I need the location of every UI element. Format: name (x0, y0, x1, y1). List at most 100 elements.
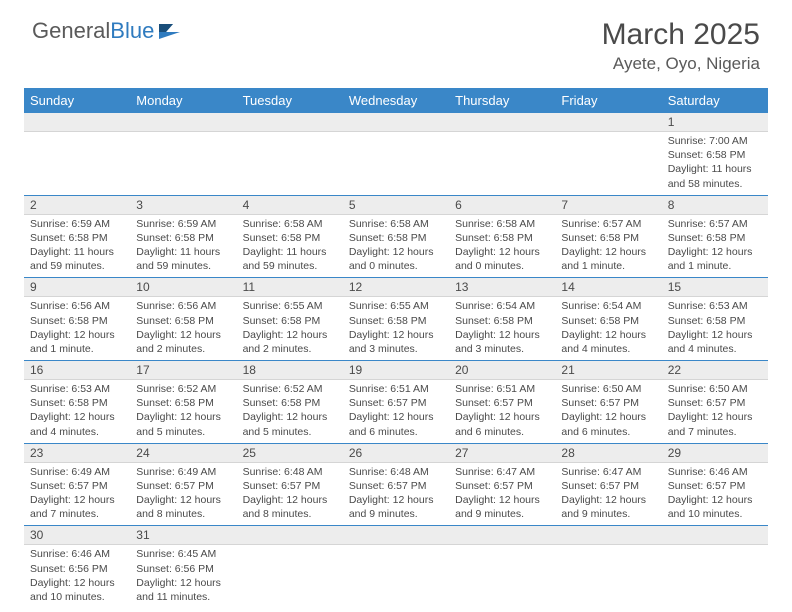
calendar-day-cell: 27Sunrise: 6:47 AMSunset: 6:57 PMDayligh… (449, 443, 555, 526)
day-number: 21 (555, 361, 661, 380)
sunset-text: Sunset: 6:57 PM (349, 396, 443, 410)
calendar-day-cell: 18Sunrise: 6:52 AMSunset: 6:58 PMDayligh… (237, 361, 343, 444)
month-title: March 2025 (602, 18, 760, 52)
sunrise-text: Sunrise: 7:00 AM (668, 134, 762, 148)
day-number: 16 (24, 361, 130, 380)
sunrise-text: Sunrise: 6:50 AM (561, 382, 655, 396)
day-number: 6 (449, 196, 555, 215)
day-details: Sunrise: 6:46 AMSunset: 6:56 PMDaylight:… (24, 545, 130, 608)
calendar-body: 1Sunrise: 7:00 AMSunset: 6:58 PMDaylight… (24, 113, 768, 608)
daylight-text: Daylight: 12 hours and 7 minutes. (668, 410, 762, 438)
calendar-day-cell: 4Sunrise: 6:58 AMSunset: 6:58 PMDaylight… (237, 195, 343, 278)
sunset-text: Sunset: 6:58 PM (561, 231, 655, 245)
sunset-text: Sunset: 6:57 PM (30, 479, 124, 493)
sunrise-text: Sunrise: 6:50 AM (668, 382, 762, 396)
calendar-day-cell: 7Sunrise: 6:57 AMSunset: 6:58 PMDaylight… (555, 195, 661, 278)
sunrise-text: Sunrise: 6:53 AM (668, 299, 762, 313)
calendar-day-cell: 14 Sunrise: 6:54 AMSunset: 6:58 PMDayligh… (555, 278, 661, 361)
sunrise-text: Sunrise: 6:57 AM (668, 217, 762, 231)
sunset-text: Sunset: 6:58 PM (668, 314, 762, 328)
calendar-day-cell: 19Sunrise: 6:51 AMSunset: 6:57 PMDayligh… (343, 361, 449, 444)
sunset-text: Sunset: 6:57 PM (349, 479, 443, 493)
daylight-text: Daylight: 11 hours and 58 minutes. (668, 162, 762, 190)
sunset-text: Sunset: 6:58 PM (455, 314, 549, 328)
daylight-text: Daylight: 12 hours and 4 minutes. (30, 410, 124, 438)
sunset-text: Sunset: 6:57 PM (561, 396, 655, 410)
sunrise-text: Sunrise: 6:55 AM (349, 299, 443, 313)
calendar-week-row: 9Sunrise: 6:56 AMSunset: 6:58 PMDaylight… (24, 278, 768, 361)
calendar-day-cell: 30Sunrise: 6:46 AMSunset: 6:56 PMDayligh… (24, 526, 130, 608)
sunrise-text: Sunrise: 6:46 AM (30, 547, 124, 561)
day-details: Sunrise: 6:48 AMSunset: 6:57 PMDaylight:… (237, 463, 343, 526)
sunset-text: Sunset: 6:57 PM (668, 479, 762, 493)
sunrise-text: Sunrise: 6:54 AM (561, 299, 655, 313)
calendar-day-cell: 21Sunrise: 6:50 AMSunset: 6:57 PMDayligh… (555, 361, 661, 444)
daylight-text: Daylight: 12 hours and 6 minutes. (561, 410, 655, 438)
empty-daynum (24, 113, 130, 132)
logo-text-2: Blue (110, 18, 154, 44)
logo: GeneralBlue (32, 18, 184, 44)
daylight-text: Daylight: 11 hours and 59 minutes. (30, 245, 124, 273)
calendar-day-cell: 11Sunrise: 6:55 AMSunset: 6:58 PMDayligh… (237, 278, 343, 361)
daylight-text: Daylight: 12 hours and 1 minute. (668, 245, 762, 273)
calendar-day-cell: 17Sunrise: 6:52 AMSunset: 6:58 PMDayligh… (130, 361, 236, 444)
day-number: 3 (130, 196, 236, 215)
title-block: March 2025 Ayete, Oyo, Nigeria (602, 18, 760, 74)
sunset-text: Sunset: 6:57 PM (668, 396, 762, 410)
day-number: 8 (662, 196, 768, 215)
day-details: Sunrise: 6:56 AMSunset: 6:58 PMDaylight:… (130, 297, 236, 360)
calendar-empty-cell (24, 113, 130, 195)
sunrise-text: Sunrise: 6:56 AM (30, 299, 124, 313)
day-number: 17 (130, 361, 236, 380)
sunset-text: Sunset: 6:58 PM (136, 314, 230, 328)
calendar-empty-cell (343, 526, 449, 608)
sunset-text: Sunset: 6:58 PM (561, 314, 655, 328)
day-details: Sunrise: 6:53 AMSunset: 6:58 PMDaylight:… (662, 297, 768, 360)
day-number: 22 (662, 361, 768, 380)
day-number: 10 (130, 278, 236, 297)
sunset-text: Sunset: 6:58 PM (668, 231, 762, 245)
calendar-week-row: 23Sunrise: 6:49 AMSunset: 6:57 PMDayligh… (24, 443, 768, 526)
day-number: 20 (449, 361, 555, 380)
weekday-header: Wednesday (343, 88, 449, 113)
empty-daynum (555, 526, 661, 545)
weekday-header: Monday (130, 88, 236, 113)
daylight-text: Daylight: 12 hours and 1 minute. (561, 245, 655, 273)
weekday-header: Friday (555, 88, 661, 113)
sunset-text: Sunset: 6:58 PM (349, 314, 443, 328)
sunrise-text: Sunrise: 6:59 AM (30, 217, 124, 231)
daylight-text: Daylight: 12 hours and 6 minutes. (455, 410, 549, 438)
daylight-text: Daylight: 12 hours and 9 minutes. (349, 493, 443, 521)
sunset-text: Sunset: 6:57 PM (243, 479, 337, 493)
daylight-text: Daylight: 12 hours and 2 minutes. (136, 328, 230, 356)
empty-daynum (237, 526, 343, 545)
empty-daynum (343, 526, 449, 545)
sunrise-text: Sunrise: 6:49 AM (30, 465, 124, 479)
day-details: Sunrise: 6:49 AMSunset: 6:57 PMDaylight:… (130, 463, 236, 526)
day-details: Sunrise: 6:59 AMSunset: 6:58 PMDaylight:… (130, 215, 236, 278)
daylight-text: Daylight: 12 hours and 3 minutes. (349, 328, 443, 356)
day-number: 14 (555, 278, 661, 297)
day-number: 12 (343, 278, 449, 297)
sunrise-text: Sunrise: 6:47 AM (455, 465, 549, 479)
sunset-text: Sunset: 6:58 PM (136, 231, 230, 245)
day-details: Sunrise: 6:59 AMSunset: 6:58 PMDaylight:… (24, 215, 130, 278)
calendar-empty-cell (130, 113, 236, 195)
calendar-day-cell: 16Sunrise: 6:53 AMSunset: 6:58 PMDayligh… (24, 361, 130, 444)
day-number: 5 (343, 196, 449, 215)
calendar-day-cell: 24Sunrise: 6:49 AMSunset: 6:57 PMDayligh… (130, 443, 236, 526)
sunset-text: Sunset: 6:58 PM (349, 231, 443, 245)
calendar-day-cell: 28Sunrise: 6:47 AMSunset: 6:57 PMDayligh… (555, 443, 661, 526)
sunrise-text: Sunrise: 6:51 AM (349, 382, 443, 396)
calendar-empty-cell (449, 113, 555, 195)
weekday-header: Tuesday (237, 88, 343, 113)
day-number: 7 (555, 196, 661, 215)
calendar-empty-cell (343, 113, 449, 195)
empty-daynum (662, 526, 768, 545)
daylight-text: Daylight: 12 hours and 8 minutes. (243, 493, 337, 521)
day-details: Sunrise: 6:57 AMSunset: 6:58 PMDaylight:… (662, 215, 768, 278)
daylight-text: Daylight: 12 hours and 4 minutes. (561, 328, 655, 356)
sunset-text: Sunset: 6:58 PM (243, 396, 337, 410)
day-details: Sunrise: 6:50 AMSunset: 6:57 PMDaylight:… (555, 380, 661, 443)
calendar-day-cell: 10Sunrise: 6:56 AMSunset: 6:58 PMDayligh… (130, 278, 236, 361)
